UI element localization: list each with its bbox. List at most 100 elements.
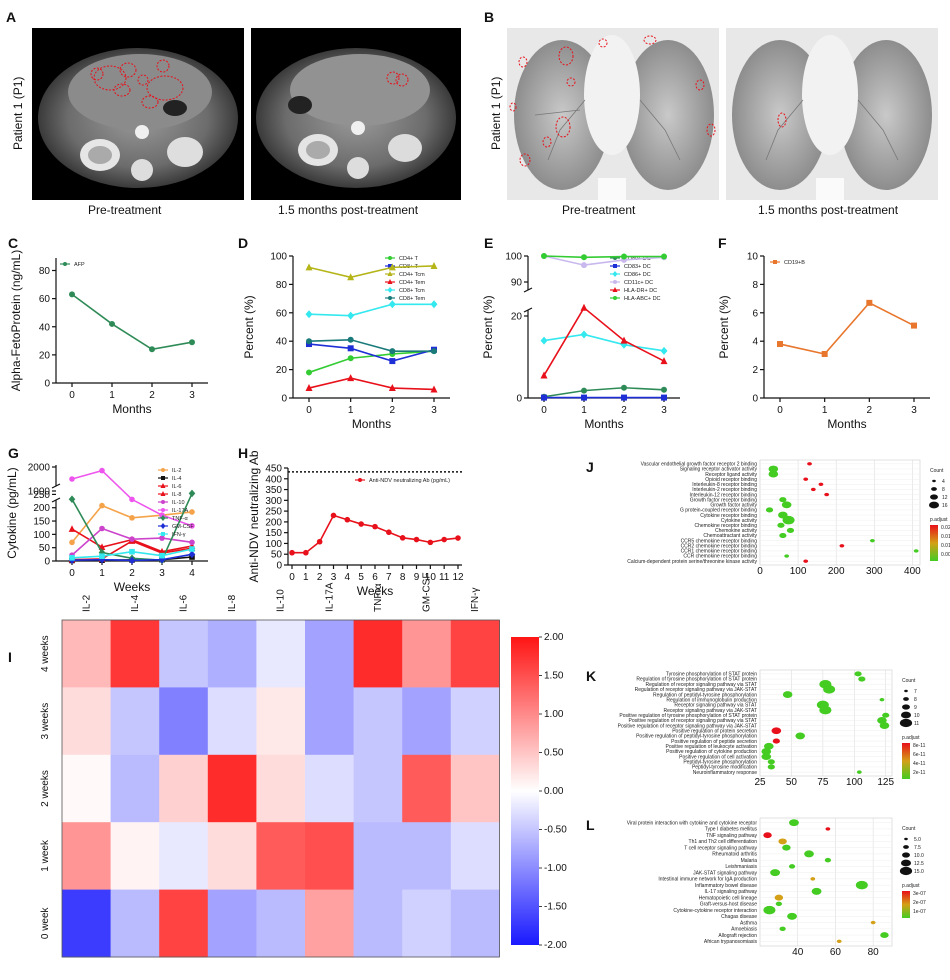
x-tick-label: 50 bbox=[786, 777, 798, 788]
data-point bbox=[388, 263, 396, 271]
data-point bbox=[441, 536, 447, 543]
data-point bbox=[386, 529, 392, 536]
data-point bbox=[581, 262, 587, 269]
x-tick-label: 2 bbox=[149, 390, 155, 401]
heatmap-cell bbox=[305, 754, 355, 823]
term-label: IL-17 signaling pathway bbox=[704, 889, 757, 895]
term-label: Hematopoietic cell lineage bbox=[699, 895, 758, 901]
legend-marker bbox=[63, 262, 67, 266]
data-point bbox=[306, 369, 312, 376]
data-point bbox=[541, 394, 547, 401]
legend-entry: CD83+ DC bbox=[624, 264, 651, 270]
data-point bbox=[347, 355, 354, 362]
heatmap-cell bbox=[62, 754, 112, 823]
term-label: Vascular endothelial growth factor recep… bbox=[641, 462, 758, 468]
term-label: Calcium-dependent protein serine/threoni… bbox=[627, 559, 757, 565]
legend-count-dot bbox=[904, 837, 908, 841]
legend-padj-label: 1e-07 bbox=[913, 909, 926, 915]
legend-count-dot bbox=[930, 494, 938, 500]
chart-f: F 0 2 4 6 8 10 0 1 2 3 Months Percent (%) CD19+B bbox=[717, 235, 930, 431]
data-point bbox=[303, 549, 309, 556]
data-point bbox=[128, 556, 136, 565]
legend-padj-label: 3e-07 bbox=[913, 891, 926, 897]
y-tick-label: 20 bbox=[511, 312, 523, 323]
heatmap-column-label: IFN-γ bbox=[470, 588, 481, 612]
legend-padj-label: 8e-11 bbox=[913, 743, 926, 749]
enrichment-dot bbox=[839, 544, 845, 548]
data-point bbox=[455, 535, 461, 541]
x-tick-label: 2 bbox=[317, 572, 323, 583]
y-tick-label: 200 bbox=[265, 517, 282, 528]
legend-marker bbox=[160, 483, 166, 488]
heatmap-column-label: IL-6 bbox=[179, 594, 190, 612]
enrichment-dot bbox=[882, 712, 890, 718]
panel-letter-l: L bbox=[586, 817, 595, 833]
enrichment-dot bbox=[804, 850, 814, 858]
y-tick-label: 90 bbox=[511, 278, 523, 289]
legend-padj-title: p.adjust bbox=[930, 517, 948, 523]
x-tick-label: 125 bbox=[877, 777, 894, 788]
colorbar-tick-label: 0.50 bbox=[544, 748, 564, 759]
term-label: Peptidyl-tyrosine phosphorylation bbox=[683, 759, 757, 765]
legend-count-label: 8 bbox=[914, 697, 917, 703]
heatmap-row-label: 2 weeks bbox=[40, 770, 51, 807]
term-label: Peptidyl-tyrosine modification bbox=[692, 765, 757, 771]
heatmap-cell bbox=[207, 620, 257, 688]
enrichment-dot bbox=[763, 832, 772, 839]
legend-marker bbox=[388, 296, 392, 300]
x-tick-label: 3 bbox=[661, 405, 667, 416]
chart-k: K 25 50 75 100 125 Tyrosine phosphorylation of… bbox=[586, 668, 926, 788]
heatmap-column-label: IL-17A bbox=[324, 582, 335, 612]
y-tick-label: 0 bbox=[44, 379, 50, 390]
heatmap-cell bbox=[256, 754, 306, 823]
term-label: Intestinal immune network for IgA produc… bbox=[658, 877, 757, 883]
data-point bbox=[159, 552, 165, 559]
data-point bbox=[129, 548, 135, 555]
x-tick-label: 6 bbox=[372, 572, 378, 583]
x-tick-label: 1 bbox=[581, 405, 587, 416]
plot-area bbox=[759, 669, 893, 777]
axis-break-mark bbox=[51, 483, 61, 489]
data-point bbox=[661, 386, 667, 393]
data-point bbox=[911, 322, 917, 329]
ct-abdomen-post bbox=[251, 28, 461, 200]
x-tick-label: 3 bbox=[159, 568, 165, 579]
heatmap-cell bbox=[353, 620, 403, 688]
x-tick-label: 1 bbox=[109, 390, 115, 401]
plot-area bbox=[759, 459, 921, 566]
series-line bbox=[543, 306, 665, 376]
y-tick-label: 350 bbox=[265, 485, 282, 496]
y-tick-label: 0 bbox=[516, 394, 522, 405]
enrichment-dot bbox=[824, 492, 830, 497]
legend-entry: AFP bbox=[74, 262, 85, 268]
data-point bbox=[427, 539, 434, 546]
x-tick-label: 4 bbox=[189, 568, 195, 579]
data-point bbox=[306, 338, 312, 345]
y-tick-label: 300 bbox=[265, 496, 282, 507]
enrichment-dot bbox=[779, 532, 787, 539]
legend-entry: CD4+ T bbox=[399, 256, 419, 262]
x-tick-label: 0 bbox=[306, 405, 312, 416]
term-label: African trypanosomiasis bbox=[704, 939, 758, 945]
heatmap-cell bbox=[402, 687, 452, 756]
x-tick-label: 0 bbox=[69, 390, 75, 401]
heatmap-column-label: TNF-α bbox=[373, 583, 384, 612]
data-point bbox=[413, 536, 420, 543]
term-label: G protein-coupled receptor binding bbox=[680, 508, 757, 514]
enrichment-dot bbox=[854, 671, 862, 677]
panel-letter-j: J bbox=[586, 459, 594, 475]
y-axis-label: Alpha-FetoProtein (ng/mL) bbox=[9, 250, 23, 391]
series-line bbox=[308, 350, 435, 374]
data-point bbox=[189, 339, 195, 346]
data-point bbox=[388, 384, 396, 392]
colorbar-tick-label: -1.00 bbox=[544, 863, 567, 874]
heatmap-cell bbox=[353, 889, 403, 958]
legend-count-dot bbox=[900, 859, 912, 867]
heatmap-row-label: 3 weeks bbox=[40, 703, 51, 740]
legend-entry: IL-6 bbox=[172, 484, 181, 490]
data-point bbox=[344, 516, 351, 523]
enrichment-dot bbox=[825, 827, 831, 831]
term-label: Positive regulation of leukocyte activat… bbox=[666, 744, 758, 750]
term-label: Receptor signaling pathway via JAK-STAT bbox=[664, 708, 757, 714]
